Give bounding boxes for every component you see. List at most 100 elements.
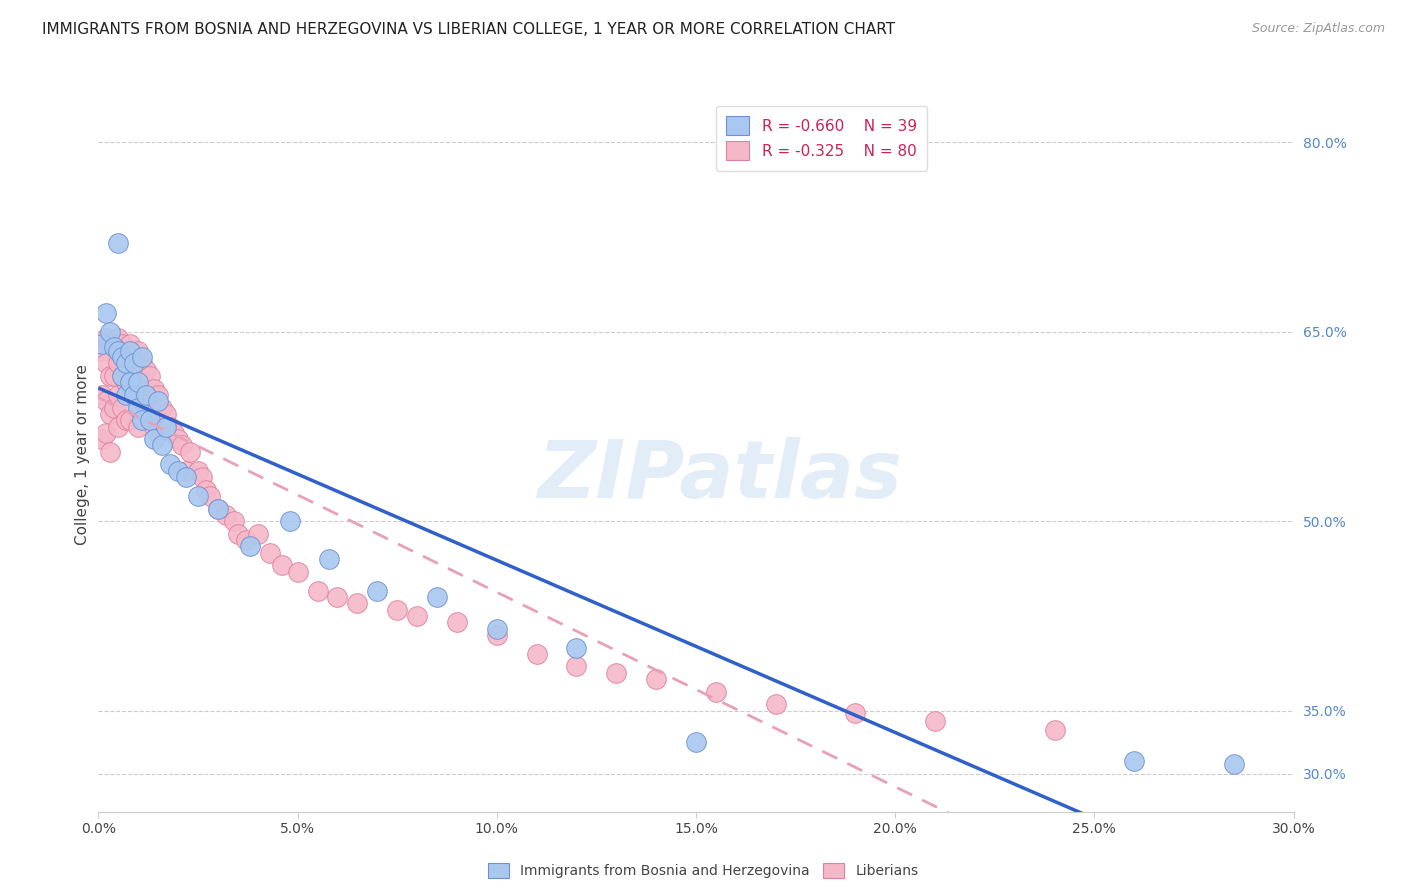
Point bbox=[215, 508, 238, 522]
Point bbox=[159, 419, 181, 434]
Point bbox=[100, 407, 122, 421]
Point bbox=[96, 331, 118, 345]
Point bbox=[150, 438, 173, 452]
Point bbox=[704, 684, 727, 698]
Point bbox=[844, 706, 866, 721]
Point bbox=[143, 382, 166, 396]
Point bbox=[103, 401, 125, 415]
Point bbox=[107, 343, 129, 358]
Point bbox=[195, 483, 218, 497]
Point bbox=[259, 546, 281, 560]
Point bbox=[565, 640, 588, 655]
Point bbox=[103, 340, 125, 354]
Point bbox=[111, 369, 134, 384]
Point bbox=[605, 665, 627, 680]
Point bbox=[174, 470, 197, 484]
Text: ZIPatlas: ZIPatlas bbox=[537, 437, 903, 516]
Point bbox=[159, 458, 181, 472]
Point bbox=[485, 622, 508, 636]
Point bbox=[135, 388, 157, 402]
Point bbox=[131, 356, 153, 370]
Point bbox=[135, 401, 157, 415]
Point bbox=[239, 540, 262, 554]
Point bbox=[111, 401, 134, 415]
Point bbox=[100, 444, 122, 458]
Point bbox=[148, 425, 170, 440]
Point bbox=[167, 464, 190, 478]
Point bbox=[91, 388, 114, 402]
Point bbox=[235, 533, 257, 548]
Point bbox=[115, 413, 138, 427]
Point bbox=[124, 388, 146, 402]
Point bbox=[131, 413, 153, 427]
Point bbox=[174, 464, 197, 478]
Point bbox=[645, 672, 668, 686]
Point bbox=[124, 388, 146, 402]
Point bbox=[167, 432, 190, 446]
Point bbox=[326, 590, 349, 604]
Point bbox=[287, 565, 309, 579]
Point bbox=[111, 337, 134, 351]
Y-axis label: College, 1 year or more: College, 1 year or more bbox=[75, 365, 90, 545]
Point bbox=[91, 432, 114, 446]
Point bbox=[485, 628, 508, 642]
Point bbox=[91, 337, 114, 351]
Point bbox=[307, 583, 329, 598]
Point bbox=[318, 552, 340, 566]
Point bbox=[96, 425, 118, 440]
Point bbox=[135, 362, 157, 376]
Point bbox=[127, 382, 149, 396]
Point bbox=[150, 401, 173, 415]
Point bbox=[131, 394, 153, 409]
Point bbox=[143, 432, 166, 446]
Point bbox=[278, 514, 301, 528]
Point bbox=[1043, 723, 1066, 737]
Point bbox=[187, 464, 209, 478]
Point bbox=[100, 337, 122, 351]
Point bbox=[526, 647, 548, 661]
Point bbox=[96, 356, 118, 370]
Point bbox=[124, 350, 146, 364]
Text: Source: ZipAtlas.com: Source: ZipAtlas.com bbox=[1251, 22, 1385, 36]
Point bbox=[103, 369, 125, 384]
Point bbox=[346, 596, 368, 610]
Point bbox=[446, 615, 468, 630]
Point bbox=[366, 583, 388, 598]
Point bbox=[115, 376, 138, 390]
Point bbox=[107, 388, 129, 402]
Point bbox=[127, 376, 149, 390]
Point bbox=[1222, 756, 1246, 771]
Point bbox=[406, 609, 429, 624]
Point bbox=[107, 331, 129, 345]
Legend: Immigrants from Bosnia and Herzegovina, Liberians: Immigrants from Bosnia and Herzegovina, … bbox=[481, 856, 925, 885]
Point bbox=[96, 394, 118, 409]
Text: IMMIGRANTS FROM BOSNIA AND HERZEGOVINA VS LIBERIAN COLLEGE, 1 YEAR OR MORE CORRE: IMMIGRANTS FROM BOSNIA AND HERZEGOVINA V… bbox=[42, 22, 896, 37]
Point bbox=[120, 376, 142, 390]
Point bbox=[139, 369, 162, 384]
Point bbox=[127, 401, 149, 415]
Point bbox=[191, 470, 214, 484]
Point bbox=[120, 376, 142, 390]
Point bbox=[148, 388, 170, 402]
Point bbox=[155, 407, 177, 421]
Point bbox=[111, 350, 134, 364]
Point bbox=[127, 419, 149, 434]
Point bbox=[100, 369, 122, 384]
Point bbox=[179, 444, 201, 458]
Point bbox=[565, 659, 588, 673]
Point bbox=[131, 350, 153, 364]
Point bbox=[198, 489, 221, 503]
Point bbox=[270, 558, 292, 573]
Point bbox=[120, 413, 142, 427]
Point bbox=[107, 356, 129, 370]
Point bbox=[115, 343, 138, 358]
Point bbox=[155, 419, 177, 434]
Point bbox=[685, 735, 707, 749]
Point bbox=[111, 369, 134, 384]
Point bbox=[924, 714, 946, 728]
Point bbox=[100, 325, 122, 339]
Point bbox=[107, 419, 129, 434]
Point bbox=[226, 526, 249, 541]
Point bbox=[163, 425, 186, 440]
Point bbox=[139, 413, 162, 427]
